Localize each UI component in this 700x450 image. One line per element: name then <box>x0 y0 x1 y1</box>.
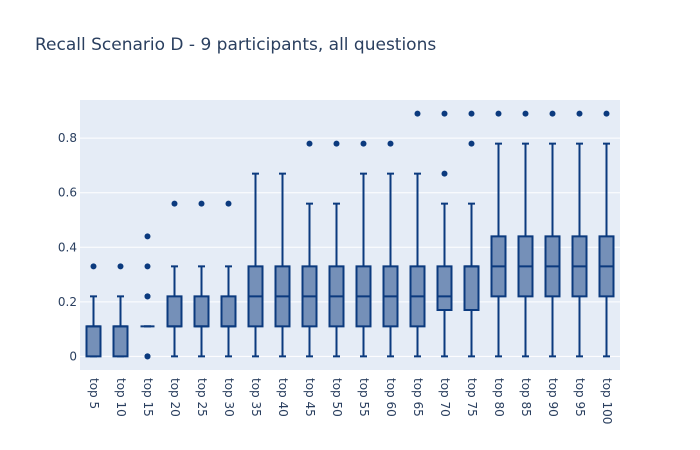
box-group <box>436 110 453 358</box>
outlier-point <box>387 140 394 147</box>
x-tick-label: top 50 <box>330 378 344 417</box>
outlier-point <box>198 200 205 207</box>
x-tick-label: top 70 <box>438 378 452 417</box>
x-tick-label: top 100 <box>600 378 614 424</box>
box-group <box>328 140 345 358</box>
outlier-point <box>144 263 151 270</box>
x-tick-label: top 15 <box>141 378 155 417</box>
box-group <box>571 110 588 358</box>
plot-area <box>80 100 620 370</box>
x-tick-label: top 20 <box>168 378 182 417</box>
outlier-point <box>171 200 178 207</box>
x-tick-label: top 35 <box>249 378 263 417</box>
outlier-point <box>468 140 475 147</box>
x-tick-label: top 5 <box>87 378 101 409</box>
box-iqr <box>463 265 480 312</box>
outlier-point <box>333 140 340 147</box>
box-group <box>85 263 102 358</box>
x-tick-label: top 45 <box>303 378 317 417</box>
y-tick-label: 0.6 <box>58 186 77 200</box>
box-group <box>382 140 399 358</box>
x-tick-label: top 10 <box>114 378 128 417</box>
x-tick-label: top 95 <box>573 378 587 417</box>
box-iqr <box>112 325 129 358</box>
box-iqr <box>220 295 237 328</box>
box-group <box>193 200 210 358</box>
x-tick-label: top 25 <box>195 378 209 417</box>
box-iqr <box>85 325 102 358</box>
outlier-point <box>495 110 502 117</box>
box-group <box>463 110 480 358</box>
outlier-point <box>360 140 367 147</box>
x-tick-label: top 30 <box>222 378 236 417</box>
box-group <box>544 110 561 358</box>
y-tick-label: 0.8 <box>58 131 77 145</box>
outlier-point <box>90 263 97 270</box>
outlier-point <box>306 140 313 147</box>
chart-title: Recall Scenario D - 9 participants, all … <box>35 35 436 55</box>
box-group <box>247 172 264 358</box>
x-tick-label: top 85 <box>519 378 533 417</box>
box-group <box>274 172 291 358</box>
x-tick-label: top 60 <box>384 378 398 417</box>
outlier-point <box>144 233 151 240</box>
x-axis-ticks: top 5 top 10 top 15 top 20 top 25 top 30 top 3… <box>87 378 614 424</box>
y-axis-ticks: 0 0.2 0.4 0.6 0.8 <box>58 131 77 363</box>
outlier-point <box>144 293 151 300</box>
box-group <box>355 140 372 358</box>
x-tick-label: top 80 <box>492 378 506 417</box>
y-tick-label: 0 <box>69 349 77 363</box>
box-group <box>490 110 507 358</box>
outlier-point <box>414 110 421 117</box>
box-group <box>598 110 615 358</box>
box-group <box>301 140 318 358</box>
x-tick-label: top 90 <box>546 378 560 417</box>
box-group <box>166 200 183 358</box>
box-iqr <box>436 265 453 312</box>
outlier-point <box>468 110 475 117</box>
box-iqr <box>166 295 183 328</box>
x-tick-label: top 65 <box>411 378 425 417</box>
outlier-point <box>117 263 124 270</box>
x-tick-label: top 40 <box>276 378 290 417</box>
box-iqr <box>193 295 210 328</box>
outlier-point <box>441 110 448 117</box>
box-group <box>140 233 155 360</box>
outlier-point <box>576 110 583 117</box>
outlier-point <box>441 170 448 177</box>
box-layer <box>85 110 615 360</box>
x-tick-label: top 55 <box>357 378 371 417</box>
outlier-point <box>549 110 556 117</box>
box-group <box>112 263 129 358</box>
outlier-point <box>144 353 151 360</box>
box-group <box>409 110 426 358</box>
box-group <box>220 200 237 358</box>
outlier-point <box>225 200 232 207</box>
outlier-point <box>603 110 610 117</box>
box-group <box>517 110 534 358</box>
x-tick-label: top 75 <box>465 378 479 417</box>
y-tick-label: 0.4 <box>58 240 77 254</box>
outlier-point <box>522 110 529 117</box>
y-tick-label: 0.2 <box>58 295 77 309</box>
